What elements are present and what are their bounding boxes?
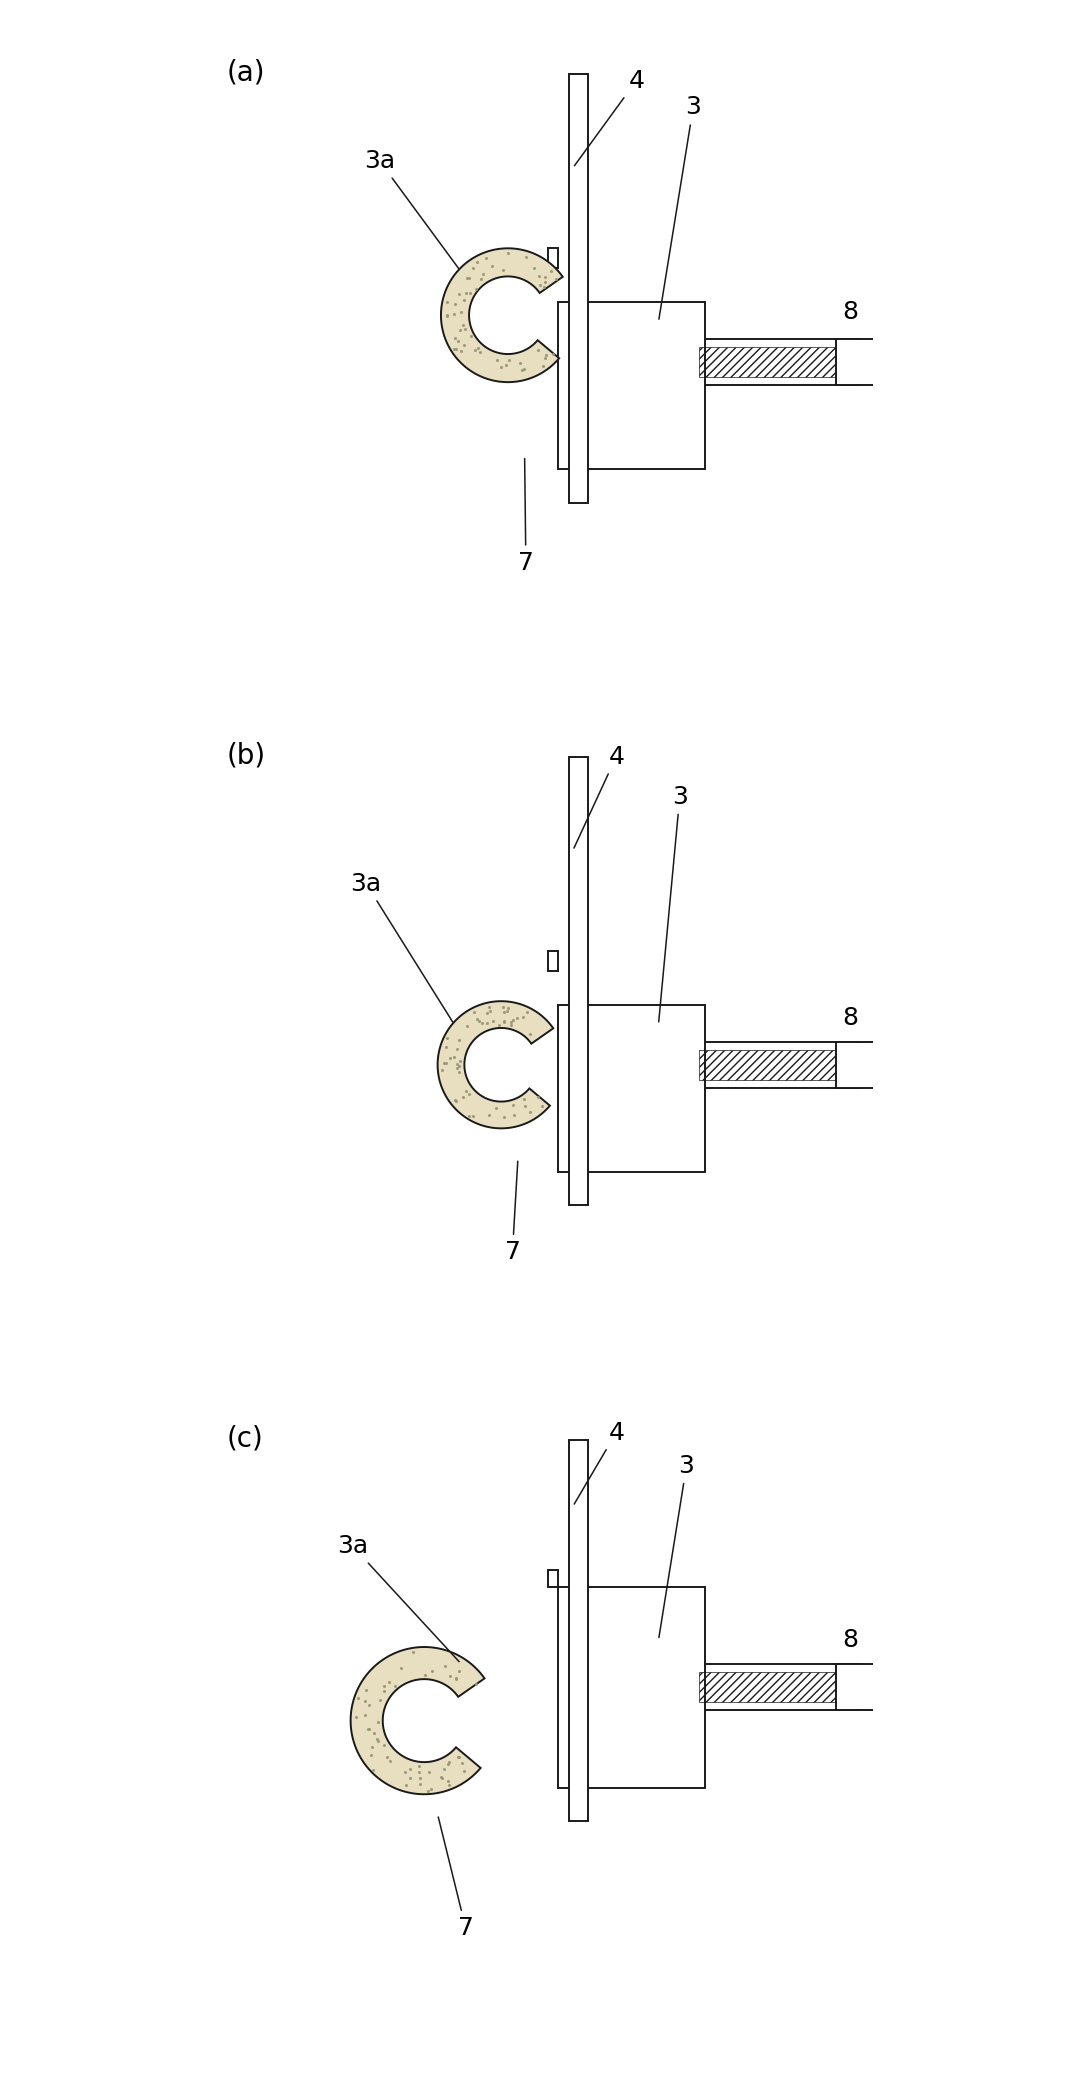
Text: 7: 7 (505, 1160, 521, 1264)
Text: 3a: 3a (351, 872, 453, 1021)
Bar (836, 1665, 876, 1711)
Bar (548, 1569, 558, 1586)
Bar (558, 1586, 705, 1787)
Bar (569, 758, 587, 1206)
Bar (569, 75, 587, 502)
Polygon shape (441, 249, 563, 382)
Bar (698, 1665, 860, 1711)
Bar (569, 1439, 587, 1821)
Text: 7: 7 (438, 1816, 473, 1939)
Text: 3a: 3a (337, 1534, 459, 1661)
Bar (698, 1050, 836, 1080)
Bar (698, 1671, 836, 1702)
Text: (c): (c) (227, 1424, 264, 1453)
Text: 4: 4 (575, 1420, 624, 1505)
Text: 4: 4 (575, 69, 645, 166)
Text: 7: 7 (518, 459, 534, 575)
Bar (548, 951, 558, 972)
Bar (558, 301, 705, 469)
Bar (558, 1005, 705, 1171)
Text: (b): (b) (227, 741, 266, 770)
Text: 3a: 3a (364, 149, 459, 270)
Text: 3: 3 (659, 1453, 694, 1638)
Polygon shape (438, 1001, 553, 1129)
Text: 8: 8 (843, 1628, 859, 1652)
Bar (698, 338, 860, 386)
Bar (698, 1042, 860, 1088)
Text: (a): (a) (227, 58, 266, 87)
Bar (548, 249, 558, 268)
Bar (836, 1042, 876, 1088)
Text: 8: 8 (843, 1005, 859, 1030)
Text: 3: 3 (659, 95, 702, 320)
Bar (836, 338, 876, 386)
Bar (698, 347, 836, 378)
Text: 3: 3 (659, 785, 688, 1021)
Text: 4: 4 (574, 745, 624, 849)
Text: 8: 8 (843, 299, 859, 324)
Polygon shape (351, 1646, 484, 1794)
